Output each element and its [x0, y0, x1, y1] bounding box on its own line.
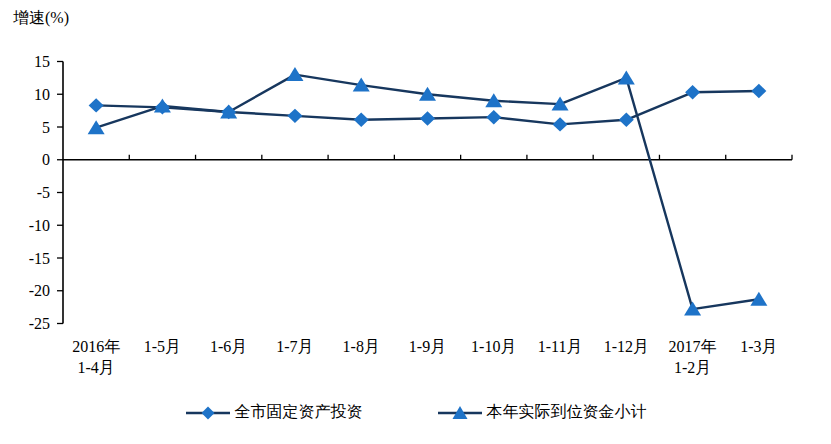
- x-axis-label: 1-12月: [604, 338, 649, 355]
- x-axis-label: 1-11月: [538, 338, 583, 355]
- series-0-marker-diamond: [420, 111, 435, 125]
- x-axis-label: 1-10月: [471, 338, 516, 355]
- x-axis-label: 1-3月: [740, 338, 777, 355]
- y-axis-tick-label: -10: [29, 217, 50, 234]
- y-axis-tick-label: 0: [42, 151, 50, 168]
- x-axis-label: 2016年1-4月: [72, 338, 120, 376]
- y-axis-tick-label: 15: [34, 53, 50, 70]
- triangle-series-marker-icon: [437, 405, 483, 421]
- series-0-marker-diamond: [89, 98, 104, 112]
- plot-area: 15 10 5 0 -5 -10 -15 -20 -25 2016年1-4月 1-5月 1-6月 1-7…: [0, 0, 831, 444]
- x-axis-label: 1-8月: [343, 338, 380, 355]
- series-0-marker-diamond: [751, 84, 766, 98]
- series-0-marker-diamond: [287, 109, 302, 123]
- diamond-series-marker-icon: [185, 405, 231, 421]
- growth-rate-line-chart: 增速(%) 151050-5-10-15-20-252016年1-4月1-5月1…: [0, 0, 831, 444]
- chart-legend: 全市固定资产投资 本年实际到位资金小计: [0, 402, 831, 423]
- series-0-marker-diamond: [685, 85, 700, 99]
- y-axis-tick-label: 10: [34, 86, 50, 103]
- x-axis-label: 1-7月: [276, 338, 313, 355]
- x-axis-label: 1-6月: [210, 338, 247, 355]
- series-line-1: [96, 75, 759, 309]
- series-0-marker-diamond: [619, 113, 634, 127]
- y-axis-tick-label: -20: [29, 282, 50, 299]
- series-0-marker-diamond: [553, 117, 568, 131]
- series-1-marker-triangle: [88, 120, 105, 134]
- series-0-marker-diamond: [486, 110, 501, 124]
- y-axis-tick-label: -5: [37, 184, 50, 201]
- x-axis-label: 2017年1-2月: [669, 338, 717, 376]
- x-axis-label: 1-5月: [144, 338, 181, 355]
- x-axis-label: 1-9月: [409, 338, 446, 355]
- legend-item-fixed-investment: 全市固定资产投资: [185, 402, 363, 423]
- legend-label-funds-in-place: 本年实际到位资金小计: [487, 402, 647, 423]
- legend-label-fixed-investment: 全市固定资产投资: [235, 402, 363, 423]
- y-axis-tick-label: -25: [29, 315, 50, 332]
- legend-item-funds-in-place: 本年实际到位资金小计: [437, 402, 647, 423]
- y-axis-tick-label: 5: [42, 119, 50, 136]
- series-1-marker-triangle: [286, 67, 303, 81]
- y-axis-tick-label: -15: [29, 250, 50, 267]
- series-1-marker-triangle: [618, 70, 635, 84]
- series-0-marker-diamond: [354, 113, 369, 127]
- series-1-marker-triangle: [750, 292, 767, 306]
